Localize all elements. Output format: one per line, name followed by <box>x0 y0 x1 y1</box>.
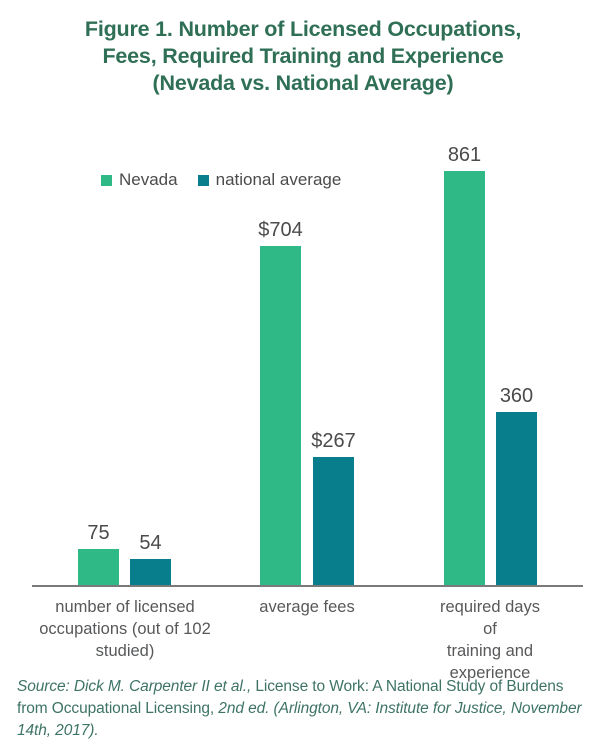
source-segment-2: 2nd ed. (Arlington, VA: Institute for Ju… <box>17 700 582 739</box>
x-axis-label-2: required days of training and experience <box>440 598 540 682</box>
x-axis-label-0: number of licensed occupations (out of 1… <box>39 598 211 660</box>
x-axis-label-1: average fees <box>259 598 355 616</box>
x-axis-labels: number of licensed occupations (out of 1… <box>0 596 606 682</box>
source-segment-1: License to Work: A National Study of Bur… <box>17 678 564 717</box>
bar-value-label-nevada-0: 75 <box>87 522 110 544</box>
bar-national-average-1 <box>313 457 354 585</box>
source-segment-0: Source: Dick M. Carpenter II et al., <box>17 678 252 695</box>
bar-national-average-2 <box>496 412 537 585</box>
legend-item-national-average: national average <box>197 170 342 189</box>
legend-swatch-icon <box>101 174 112 186</box>
bar-nevada-0 <box>78 549 119 585</box>
bar-nevada-1 <box>260 246 301 585</box>
bar-chart: Nevada national average 75 $704 861 54 $267 36… <box>0 127 606 585</box>
legend-item-nevada: Nevada <box>101 171 178 189</box>
legend-swatch-icon <box>197 174 209 186</box>
chart-legend: Nevada national average <box>101 171 341 189</box>
bar-value-label-national-average-0: 54 <box>139 532 162 554</box>
bar-national-average-0 <box>130 559 171 585</box>
source-note: Source: Dick M. Carpenter II et al., Lic… <box>17 676 593 742</box>
bar-value-label-nevada-1: $704 <box>258 219 303 241</box>
legend-label: Nevada <box>119 170 178 189</box>
x-axis-line <box>32 585 583 587</box>
bar-nevada-2 <box>444 171 485 585</box>
bar-value-label-nevada-2: 861 <box>447 144 482 166</box>
bar-value-label-national-average-2: 360 <box>499 385 534 407</box>
legend-label: national average <box>215 170 342 189</box>
bar-value-label-national-average-1: $267 <box>311 430 356 452</box>
figure-title: Figure 1. Number of Licensed Occupations… <box>84 17 522 95</box>
